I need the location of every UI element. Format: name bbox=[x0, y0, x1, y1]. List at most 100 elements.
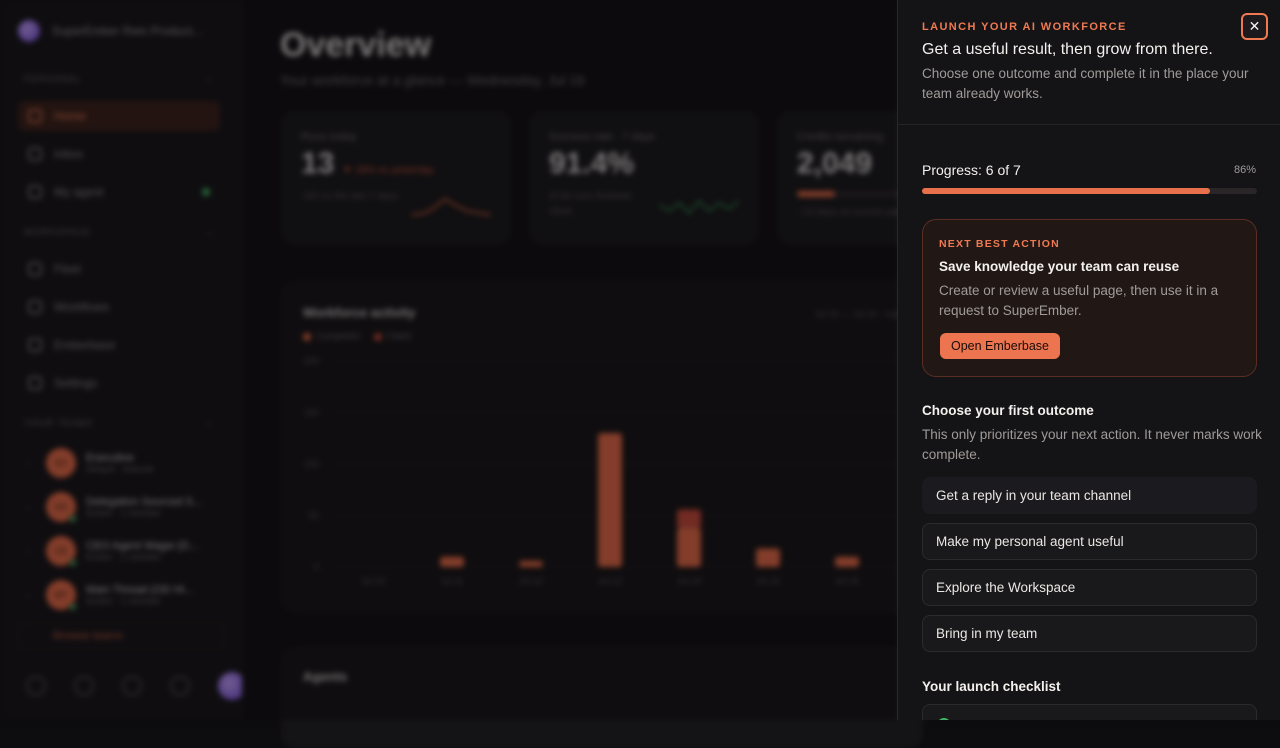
agent-sub: Default · Internal bbox=[86, 464, 153, 474]
progress-percent: 86% bbox=[1233, 164, 1256, 176]
nav-item-label: My agent bbox=[54, 185, 104, 199]
workspace-name: SuperEmber Rein Product... bbox=[52, 24, 203, 38]
agent-name: Executive bbox=[86, 452, 134, 464]
nav-item-settings[interactable]: Settings bbox=[18, 368, 220, 398]
link-icon[interactable] bbox=[122, 676, 142, 696]
open-emberbase-button[interactable]: Open Emberbase bbox=[940, 333, 1060, 359]
bar-completed bbox=[756, 548, 780, 567]
personal-section-header[interactable]: PERSONAL ⌄ bbox=[24, 74, 214, 85]
personal-section-label: PERSONAL bbox=[24, 74, 82, 84]
outcome-option-bring-team[interactable]: Bring in my team bbox=[922, 615, 1257, 652]
agent-avatar: MT bbox=[46, 580, 77, 611]
agent-initials: MT bbox=[54, 590, 68, 600]
bar-completed bbox=[519, 560, 543, 567]
chat-icon[interactable] bbox=[170, 676, 190, 696]
teams-section-label: YOUR TEAMS bbox=[24, 418, 94, 428]
x-tick-label: Jul 11 bbox=[440, 576, 463, 586]
chevron-down-icon: ⌄ bbox=[205, 227, 214, 237]
agent-row[interactable]: › CE CEO Agent Wagw (D... Ember · 1 membe… bbox=[26, 536, 199, 567]
bar-completed bbox=[440, 556, 464, 567]
progress-bar bbox=[922, 188, 1257, 194]
sidebar: SuperEmber Rein Product... PERSONAL ⌄ Ho… bbox=[0, 0, 246, 720]
agent-name: Main Thread (OD Hi... bbox=[86, 584, 194, 596]
nav-item-fleet[interactable]: Fleet bbox=[18, 254, 220, 284]
agent-sub: Ember · 1 member bbox=[86, 508, 162, 518]
x-tick-label: Jul 16 bbox=[835, 576, 859, 586]
chevron-right-icon[interactable]: › bbox=[26, 502, 29, 512]
y-tick-label: 200 bbox=[304, 356, 319, 366]
agent-initials: CE bbox=[54, 546, 68, 556]
agent-sub: Ember · 1 member bbox=[86, 552, 162, 562]
online-indicator bbox=[69, 515, 77, 523]
agent-name: CEO Agent Wagw (D... bbox=[86, 540, 199, 552]
x-tick-label: Jul 14 bbox=[677, 576, 701, 586]
x-tick-label: Jul 12 bbox=[519, 576, 543, 586]
launch-panel: LAUNCH YOUR AI WORKFORCE Get a useful re… bbox=[897, 0, 1280, 720]
stat-note: ~13 days at current pace bbox=[797, 207, 908, 218]
agent-icon bbox=[28, 185, 42, 199]
nav-item-label: Settings bbox=[54, 376, 98, 390]
agent-name: Delegation Sourced S... bbox=[86, 496, 203, 508]
next-action-title: Save knowledge your team can reuse bbox=[939, 259, 1180, 274]
progress-bar-fill bbox=[922, 188, 1211, 194]
overlay-scrim[interactable] bbox=[0, 0, 897, 720]
workspace-switcher[interactable]: SuperEmber Rein Product... bbox=[18, 20, 202, 42]
y-tick-label: 100 bbox=[304, 459, 319, 469]
chevron-right-icon[interactable]: › bbox=[26, 546, 29, 556]
nav-item-label: Workflows bbox=[54, 300, 110, 314]
agents-title: Agents bbox=[303, 669, 348, 684]
stat-value: 91.4% bbox=[549, 147, 635, 180]
agent-row[interactable]: › DS Delegation Sourced S... Ember · 1 me… bbox=[26, 492, 203, 523]
agent-avatar: CE bbox=[46, 536, 77, 567]
bar-failed bbox=[677, 509, 701, 528]
teams-section-header[interactable]: YOUR TEAMS ⌄ bbox=[24, 418, 214, 429]
stat-note: of 64 runs finished clean bbox=[549, 191, 631, 217]
nav-item-label: Home bbox=[54, 109, 87, 123]
agent-row[interactable]: › MT Main Thread (OD Hi... Ember · 1 memb… bbox=[26, 580, 194, 611]
divider bbox=[898, 124, 1280, 125]
chevron-down-icon: ⌄ bbox=[205, 74, 214, 84]
outcome-option-personal-agent[interactable]: Make my personal agent useful bbox=[922, 523, 1257, 560]
panel-description: Choose one outcome and complete it in th… bbox=[922, 66, 1249, 101]
stat-label: Success rate · 7 days bbox=[549, 131, 655, 143]
nav-item-label: Fleet bbox=[54, 262, 81, 276]
y-tick-label: 150 bbox=[304, 408, 319, 418]
nav-item-inbox[interactable]: Inbox bbox=[18, 139, 220, 169]
checklist-item[interactable] bbox=[922, 704, 1257, 720]
y-tick-label: 50 bbox=[309, 511, 319, 521]
credits-bar bbox=[797, 191, 977, 197]
legend-item: Failed bbox=[373, 331, 411, 341]
y-tick-label: 0 bbox=[314, 562, 319, 572]
nav-item-emberbase[interactable]: Emberbase bbox=[18, 330, 220, 360]
page-title: Overview bbox=[280, 26, 432, 64]
user-avatar[interactable] bbox=[218, 672, 246, 700]
home-icon bbox=[28, 109, 42, 123]
phone-icon[interactable] bbox=[74, 676, 94, 696]
checklist-title: Your launch checklist bbox=[922, 679, 1061, 694]
next-action-eyebrow: NEXT BEST ACTION bbox=[939, 238, 1060, 250]
activity-chart: 0 50 100 150 200 Jul 10 Jul 11 Jul 12 Jul 13 Jul … bbox=[304, 356, 913, 586]
outcome-option-team-channel[interactable]: Get a reply in your team channel bbox=[922, 477, 1257, 514]
chevron-right-icon[interactable]: › bbox=[26, 458, 29, 468]
sparkline bbox=[659, 199, 739, 215]
sidebar-footer bbox=[26, 672, 246, 700]
help-icon[interactable] bbox=[26, 676, 46, 696]
browse-teams-button[interactable]: Browse teams bbox=[18, 622, 224, 650]
stat-card-success: Success rate · 7 days 91.4% of 64 runs f… bbox=[530, 112, 758, 244]
outcome-option-explore-workspace[interactable]: Explore the Workspace bbox=[922, 569, 1257, 606]
outcome-title: Choose your first outcome bbox=[922, 403, 1094, 418]
nav-item-home[interactable]: Home bbox=[18, 101, 220, 131]
x-tick-label: Jul 13 bbox=[598, 576, 622, 586]
online-indicator bbox=[69, 603, 77, 611]
workspace-section-header[interactable]: WORKSPACE ⌄ bbox=[24, 227, 214, 238]
workspace-section-label: WORKSPACE bbox=[24, 227, 91, 237]
agent-initials: DS bbox=[54, 502, 68, 512]
chevron-right-icon[interactable]: › bbox=[26, 590, 29, 600]
close-button[interactable]: ✕ bbox=[1241, 13, 1268, 40]
panel-eyebrow: LAUNCH YOUR AI WORKFORCE bbox=[922, 21, 1127, 33]
nav-item-my-agent[interactable]: My agent bbox=[18, 177, 220, 207]
agent-avatar: EX bbox=[46, 448, 76, 478]
agent-row[interactable]: › EX Executive Default · Internal bbox=[26, 448, 153, 478]
stat-value: 2,049 bbox=[797, 147, 873, 180]
nav-item-workflows[interactable]: Workflows bbox=[18, 292, 220, 322]
